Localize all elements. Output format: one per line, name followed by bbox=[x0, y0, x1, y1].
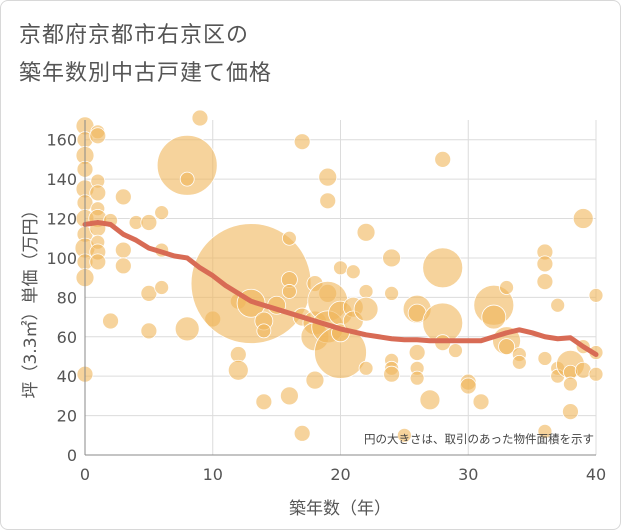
bubble-point bbox=[562, 403, 579, 421]
bubble-point bbox=[588, 366, 604, 382]
bubble-point bbox=[459, 377, 477, 395]
bubble-point bbox=[89, 127, 107, 145]
bubble-point bbox=[140, 285, 158, 302]
bubble-point bbox=[305, 370, 325, 390]
bubble-point bbox=[356, 222, 376, 242]
bubble-point bbox=[318, 167, 338, 187]
bubble-point bbox=[409, 370, 425, 386]
y-tick-label: 60 bbox=[57, 328, 77, 347]
bubble-point bbox=[114, 257, 132, 275]
bubble-point bbox=[279, 386, 299, 406]
bubble-point bbox=[408, 344, 426, 361]
bubble-point bbox=[140, 214, 158, 231]
bubble-point bbox=[345, 264, 361, 280]
bubble-point bbox=[154, 280, 170, 295]
y-tick-label: 120 bbox=[46, 210, 77, 229]
bubble-point bbox=[256, 323, 272, 339]
bubble-point bbox=[358, 360, 374, 376]
x-tick-label: 30 bbox=[458, 465, 478, 484]
bubble-point bbox=[293, 133, 311, 151]
bubble-point bbox=[550, 297, 566, 313]
bubble-point bbox=[419, 389, 441, 411]
y-axis-label: 坪（3.3㎡）単価（万円） bbox=[21, 201, 41, 398]
bubble-point bbox=[293, 424, 311, 442]
y-tick-label: 20 bbox=[57, 407, 77, 426]
chart-title-line2: 築年数別中古戸建て価格 bbox=[19, 61, 273, 86]
bubble-point bbox=[140, 322, 158, 340]
bubble-point bbox=[179, 171, 195, 187]
y-tick-label: 0 bbox=[67, 446, 77, 465]
bubble-point bbox=[537, 423, 553, 439]
y-tick-label: 160 bbox=[46, 131, 77, 150]
x-tick-label: 40 bbox=[586, 465, 606, 484]
bubble-point bbox=[156, 134, 218, 196]
bubble-point bbox=[281, 284, 297, 299]
bubble-point bbox=[227, 359, 249, 381]
bubble-point bbox=[536, 273, 554, 290]
bubble-point bbox=[448, 343, 463, 358]
x-axis-label: 築年数（年） bbox=[289, 499, 391, 519]
bubble-point bbox=[498, 338, 515, 356]
bubble-point bbox=[255, 393, 273, 411]
bubble-point bbox=[499, 280, 514, 295]
y-tick-label: 40 bbox=[57, 367, 77, 386]
bubble-point bbox=[89, 184, 107, 202]
bubble-point bbox=[102, 312, 119, 330]
bubble-point bbox=[481, 304, 507, 330]
trend-line-group bbox=[82, 219, 599, 357]
bubble-point bbox=[114, 188, 132, 206]
bubble-point bbox=[434, 151, 452, 168]
chart-title-line1: 京都府京都市右京区の bbox=[19, 23, 250, 48]
bubble-point bbox=[281, 230, 297, 246]
bubble-point bbox=[114, 241, 132, 259]
x-tick-label: 20 bbox=[330, 465, 350, 484]
bubble-point bbox=[333, 260, 348, 276]
x-tick-label: 0 bbox=[80, 465, 90, 484]
bubble-point bbox=[563, 376, 578, 392]
bubble-point bbox=[191, 109, 209, 127]
bubble-point bbox=[353, 296, 379, 322]
bubble-series bbox=[74, 109, 604, 443]
bubble-point bbox=[174, 316, 200, 342]
bubble-point bbox=[537, 351, 553, 366]
bubble-point bbox=[154, 205, 170, 221]
bubble-point bbox=[588, 287, 604, 303]
axes bbox=[84, 120, 596, 456]
bubble-point bbox=[511, 354, 527, 370]
bubble-point bbox=[472, 393, 490, 411]
x-tick-label: 10 bbox=[203, 465, 223, 484]
bubble-size-note: 円の大きさは、取引のあった物件面積を示す bbox=[364, 432, 594, 446]
bubble-point bbox=[396, 427, 412, 443]
y-tick-label: 100 bbox=[46, 249, 77, 268]
bubble-point bbox=[536, 255, 554, 273]
bubble-point bbox=[422, 247, 464, 289]
bubble-point bbox=[382, 248, 402, 268]
y-tick-label: 140 bbox=[46, 170, 77, 189]
bubble-point bbox=[383, 365, 401, 383]
bubble-point bbox=[384, 286, 400, 301]
bubble-point bbox=[89, 253, 107, 271]
tick-labels: 0 20 40 60 80 100 120 140 160 0 10 20 30 40 bbox=[46, 131, 606, 484]
y-tick-label: 80 bbox=[57, 288, 77, 307]
bubble-point bbox=[572, 208, 594, 229]
bubble-point bbox=[319, 192, 337, 210]
trend-line bbox=[82, 219, 599, 357]
bubble-point bbox=[358, 284, 374, 299]
